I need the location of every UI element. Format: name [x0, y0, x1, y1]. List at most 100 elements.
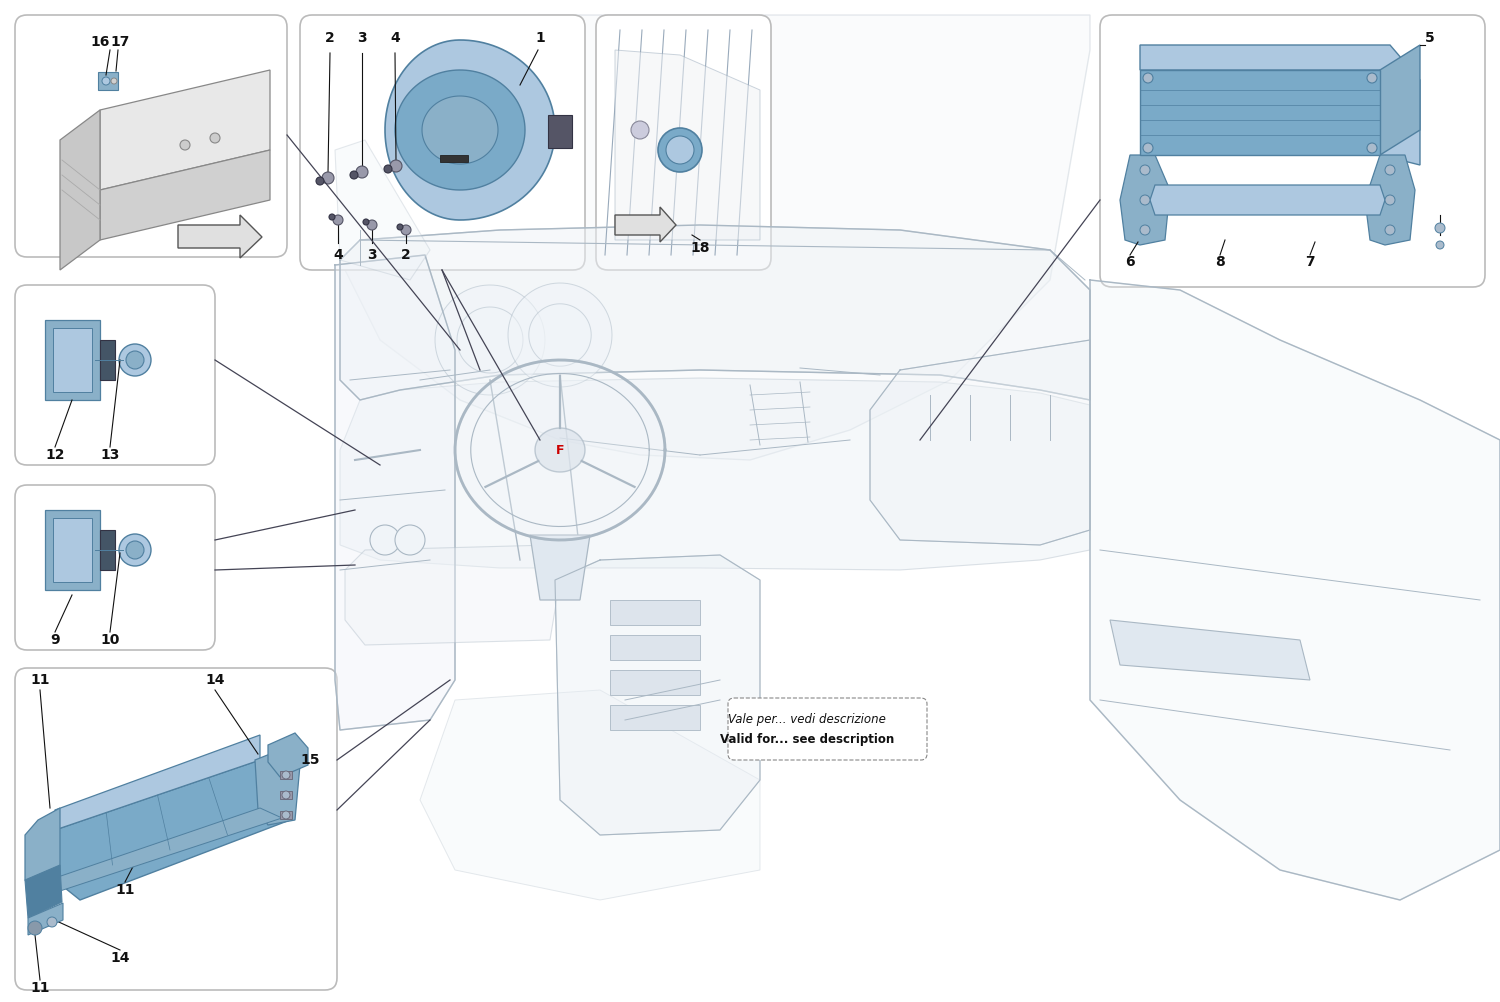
Polygon shape	[548, 115, 572, 148]
Circle shape	[394, 525, 424, 555]
Circle shape	[282, 791, 290, 799]
Text: 11: 11	[116, 883, 135, 897]
Polygon shape	[1140, 45, 1420, 165]
FancyBboxPatch shape	[15, 15, 286, 257]
Polygon shape	[60, 110, 100, 270]
Circle shape	[180, 140, 190, 150]
Polygon shape	[100, 70, 270, 190]
Polygon shape	[458, 307, 524, 373]
Text: F: F	[555, 444, 564, 457]
Polygon shape	[435, 285, 544, 395]
Polygon shape	[440, 155, 468, 162]
Polygon shape	[1140, 70, 1380, 155]
Circle shape	[1384, 195, 1395, 205]
Text: 2: 2	[326, 31, 334, 45]
Polygon shape	[100, 530, 116, 570]
Polygon shape	[56, 735, 260, 830]
Polygon shape	[610, 705, 701, 730]
Polygon shape	[268, 733, 308, 777]
Circle shape	[398, 224, 404, 230]
Polygon shape	[28, 903, 63, 935]
Polygon shape	[100, 150, 270, 240]
Text: 1: 1	[536, 31, 544, 45]
Text: 10: 10	[100, 633, 120, 647]
Polygon shape	[509, 283, 612, 387]
Polygon shape	[555, 555, 760, 835]
Circle shape	[350, 171, 358, 179]
Text: Vale per... vedi descrizione: Vale per... vedi descrizione	[728, 713, 886, 725]
Polygon shape	[1120, 155, 1170, 245]
Circle shape	[363, 219, 369, 225]
FancyBboxPatch shape	[15, 285, 214, 465]
Polygon shape	[386, 40, 555, 220]
Circle shape	[368, 220, 376, 230]
Circle shape	[370, 525, 400, 555]
Circle shape	[384, 165, 392, 173]
Circle shape	[333, 215, 344, 225]
Polygon shape	[610, 635, 701, 660]
Polygon shape	[610, 670, 701, 695]
Polygon shape	[334, 255, 454, 730]
Text: 8: 8	[1215, 255, 1225, 269]
Circle shape	[118, 344, 152, 376]
Polygon shape	[530, 304, 591, 366]
Circle shape	[400, 225, 411, 235]
Circle shape	[1143, 73, 1154, 83]
FancyBboxPatch shape	[596, 15, 771, 270]
FancyBboxPatch shape	[300, 15, 585, 270]
Circle shape	[316, 177, 324, 185]
Text: 12: 12	[45, 448, 64, 462]
Circle shape	[46, 917, 57, 927]
Text: 3: 3	[357, 31, 368, 45]
Polygon shape	[100, 340, 116, 380]
Text: 16: 16	[90, 35, 110, 49]
Polygon shape	[53, 518, 92, 582]
Polygon shape	[420, 690, 760, 900]
Polygon shape	[26, 808, 60, 897]
Text: 11: 11	[30, 673, 50, 687]
Text: 5: 5	[1425, 31, 1436, 45]
Polygon shape	[454, 360, 664, 540]
Text: 11: 11	[30, 981, 50, 995]
Polygon shape	[1380, 45, 1420, 155]
Circle shape	[102, 77, 110, 85]
Circle shape	[666, 136, 694, 164]
Polygon shape	[422, 96, 498, 164]
Polygon shape	[98, 72, 118, 90]
Circle shape	[390, 160, 402, 172]
Text: 14: 14	[111, 951, 129, 965]
Polygon shape	[615, 207, 676, 242]
Circle shape	[126, 541, 144, 559]
Polygon shape	[1090, 280, 1500, 900]
Text: 15: 15	[300, 753, 320, 767]
Polygon shape	[280, 811, 292, 819]
Circle shape	[28, 921, 42, 935]
Circle shape	[1366, 73, 1377, 83]
Circle shape	[322, 172, 334, 184]
Polygon shape	[280, 791, 292, 799]
Polygon shape	[870, 340, 1090, 545]
Text: 14: 14	[206, 673, 225, 687]
Circle shape	[328, 214, 334, 220]
Polygon shape	[536, 428, 585, 472]
Polygon shape	[530, 535, 590, 600]
Circle shape	[1140, 195, 1150, 205]
Text: 17: 17	[111, 35, 129, 49]
Text: Valid for... see description: Valid for... see description	[720, 732, 894, 745]
Polygon shape	[56, 760, 290, 900]
FancyBboxPatch shape	[15, 485, 214, 650]
Text: 4: 4	[390, 31, 400, 45]
Text: 4: 4	[333, 248, 344, 262]
Polygon shape	[178, 215, 262, 258]
Polygon shape	[334, 140, 430, 280]
Polygon shape	[26, 865, 62, 918]
Polygon shape	[345, 545, 560, 645]
Circle shape	[1384, 225, 1395, 235]
Circle shape	[1384, 165, 1395, 175]
Circle shape	[1143, 143, 1154, 153]
Polygon shape	[45, 320, 100, 400]
Text: 3: 3	[368, 248, 376, 262]
Polygon shape	[53, 328, 92, 392]
Circle shape	[1140, 225, 1150, 235]
Circle shape	[282, 811, 290, 819]
